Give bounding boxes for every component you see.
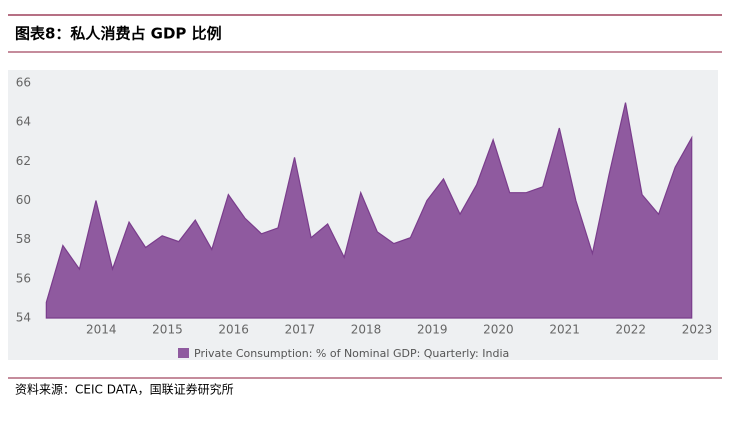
area — [45, 102, 693, 319]
y-tick-label: 54 — [16, 311, 31, 325]
source: 资料来源：CEIC DATA，国联证券研究所 — [15, 382, 234, 397]
y-tick-label: 62 — [16, 154, 31, 168]
y-tick-label: 66 — [16, 76, 31, 90]
x-tick-label: 2022 — [616, 323, 647, 337]
x-tick-label: 2020 — [483, 323, 514, 337]
y-tick-label: 64 — [16, 115, 31, 129]
y-tick-label: 60 — [16, 193, 31, 207]
x-tick-label: 2015 — [152, 323, 183, 337]
x-tick-label: 2016 — [218, 323, 249, 337]
x-tick-label: 2023 — [682, 323, 713, 337]
y-tick-label: 56 — [16, 271, 31, 285]
x-tick-label: 2018 — [351, 323, 382, 337]
legend-swatch — [178, 348, 189, 358]
x-tick-label: 2021 — [549, 323, 580, 337]
x-tick-label: 2017 — [285, 323, 316, 337]
legend-label: Private Consumption: % of Nominal GDP: Q… — [194, 347, 509, 360]
x-tick-label: 2019 — [417, 323, 448, 337]
y-tick-label: 58 — [16, 232, 31, 246]
chart-title: 图表8：私人消费占 GDP 比例 — [15, 25, 222, 43]
x-tick-label: 2014 — [86, 323, 117, 337]
